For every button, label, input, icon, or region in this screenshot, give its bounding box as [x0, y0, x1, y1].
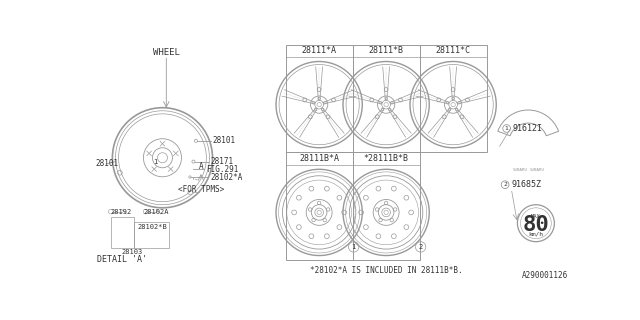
Bar	[285, 44, 353, 152]
Text: 28111*A: 28111*A	[301, 46, 337, 55]
Text: 80: 80	[522, 215, 549, 235]
Bar	[420, 44, 486, 152]
Text: 2: 2	[503, 182, 507, 187]
Text: 28111*C: 28111*C	[436, 46, 470, 55]
Bar	[285, 152, 353, 260]
Text: A290001126: A290001126	[522, 271, 568, 280]
Text: FIG.291: FIG.291	[206, 165, 238, 174]
Text: 28103: 28103	[122, 249, 143, 255]
Text: 28111*B: 28111*B	[369, 46, 404, 55]
Text: 28192: 28192	[111, 209, 132, 215]
Text: 28101: 28101	[95, 159, 118, 168]
Text: 91685Z: 91685Z	[511, 180, 541, 189]
Circle shape	[195, 139, 198, 142]
Text: 1: 1	[153, 159, 157, 165]
Text: 28102A: 28102A	[143, 209, 169, 215]
Text: km/h: km/h	[529, 231, 543, 236]
Text: *28111B*B: *28111B*B	[364, 154, 408, 163]
Text: A: A	[198, 162, 204, 171]
Text: 28111B*A: 28111B*A	[299, 154, 339, 163]
Text: 1: 1	[351, 244, 356, 250]
Circle shape	[189, 176, 191, 178]
Text: DETAIL 'A': DETAIL 'A'	[97, 255, 147, 264]
Text: 28101: 28101	[213, 136, 236, 145]
Text: 28171: 28171	[211, 157, 234, 166]
Circle shape	[192, 160, 195, 163]
Bar	[353, 44, 420, 152]
Text: 91612I: 91612I	[513, 124, 543, 133]
Text: 1: 1	[505, 126, 509, 131]
Bar	[134, 222, 168, 248]
Text: 2: 2	[419, 244, 423, 250]
Text: 28102*A: 28102*A	[210, 172, 243, 181]
Text: WHEEL: WHEEL	[153, 48, 180, 57]
Text: SUBARU: SUBARU	[513, 168, 528, 172]
Text: MAX: MAX	[531, 214, 541, 219]
Text: *28102*A IS INCLUDED IN 28111B*B.: *28102*A IS INCLUDED IN 28111B*B.	[310, 266, 463, 275]
Bar	[353, 152, 420, 260]
Text: 28102*B: 28102*B	[137, 224, 167, 230]
Bar	[111, 217, 134, 248]
Text: SUBARU: SUBARU	[530, 168, 545, 172]
Text: <FOR TPMS>: <FOR TPMS>	[178, 185, 224, 194]
